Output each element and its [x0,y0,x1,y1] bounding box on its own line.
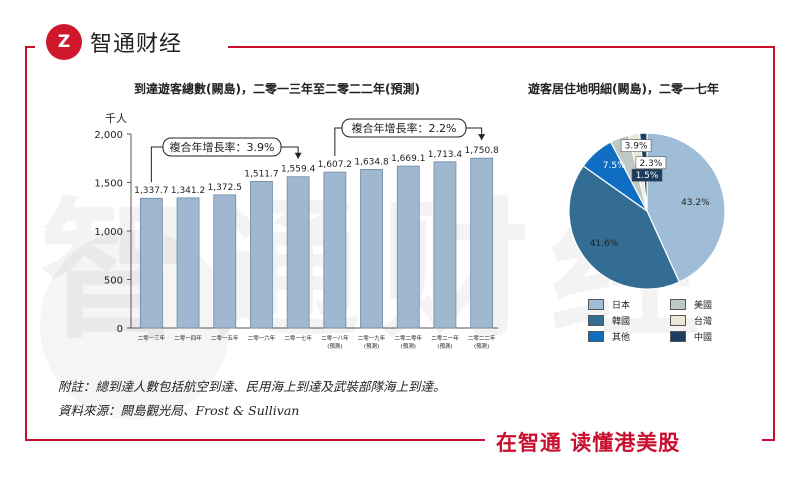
pie-slice-3 [582,141,648,212]
zhitong-logo-icon: Z [46,24,82,60]
x-tick-note: (預測) [364,342,379,350]
x-tick-label: 二零二二年 [468,334,496,342]
legend-label: 其他 [612,333,631,343]
legend-swatch [670,331,686,342]
pie-slice-label: 2.3% [639,159,662,169]
cagr-bracket-left [334,127,342,157]
x-tick-note: (預測) [327,342,342,350]
x-tick-label: 二零二零年 [394,334,422,342]
bar-chart-title: 到達遊客總數(闕島)，二零一三年至二零二二年(預測) [134,82,420,96]
pie-slice-4 [609,134,648,212]
pie-chart-title: 遊客居住地明細(闕島)，二零一七年 [528,82,719,96]
legend-swatch [670,299,686,310]
frame-top-border [25,46,35,48]
legend-label: 韓國 [612,317,631,327]
legend-item: 中國 [670,330,712,343]
pie-slice-label: 41.6% [590,239,619,249]
legend-item: 韓國 [588,314,630,327]
legend-item: 其他 [588,330,630,343]
cagr-label: 複合年增長率：3.9% [170,140,275,154]
bar-7 [360,169,383,329]
y-tick-label: 2,000 [94,130,123,141]
bar-value-label: 1,337.7 [134,186,168,196]
cagr-box [162,137,282,157]
x-tick-label: 二零一六年 [248,334,276,342]
pie-slice-label: 7.5% [603,161,626,171]
legend-label: 台灣 [694,317,713,327]
cagr-arrow-icon [294,152,302,159]
legend-swatch [588,299,604,310]
bar-value-label: 1,341.2 [171,186,205,196]
brand-logo: Z 智通财经 [40,24,189,60]
x-tick-label: 二零一八年 [321,334,349,342]
y-tick-label: 1,500 [94,179,123,190]
bar-5 [286,176,310,329]
pie-label-box [620,139,652,152]
y-axis-unit-label: 千人 [105,112,127,125]
cagr-label: 複合年增長率：2.2% [352,121,457,135]
frame-left-border [25,47,27,440]
cagr-arrow-icon [478,134,486,141]
x-tick-note: (預測) [401,342,416,350]
cagr-bracket-right [281,146,299,159]
bar-value-label: 1,713.4 [428,150,463,160]
cagr-bracket-right [466,127,483,141]
legend-label: 中國 [694,333,713,343]
footnote-note: 附註：總到達人數包括航空到達、民用海上到達及武裝部隊海上到達。 [58,379,446,394]
legend-swatch [670,315,686,326]
pie-label-box [631,168,663,182]
pie-slice-label: 43.2% [681,198,710,208]
bar-8 [396,165,420,329]
pie-slice-5 [627,132,648,212]
pie-slice-label: 1.5% [636,171,659,181]
legend-swatch [588,315,604,326]
legend-swatch [588,331,604,342]
bar-9 [433,161,457,329]
bar-4 [250,180,273,329]
x-tick-label: 二零二一年 [431,334,459,342]
legend-label: 日本 [612,301,631,311]
brand-slogan: 在智通 读懂港美股 [492,427,685,457]
cagr-box [341,118,467,138]
bar-value-label: 1,669.1 [391,154,425,164]
pie-slice-6 [639,132,648,212]
brand-name: 智通财经 [90,32,183,57]
legend-item: 日本 [588,298,630,311]
frame-top-border-right [228,46,775,48]
legend-label: 美國 [694,301,713,311]
pie-slice-2 [568,165,681,290]
bar-value-label: 1,511.7 [244,169,278,179]
legend-item: 台灣 [670,314,712,327]
bar-value-label: 1,372.5 [208,183,242,193]
frame-bottom-border-right [762,439,775,441]
x-tick-label: 二零一九年 [358,334,386,342]
bar-value-label: 1,559.4 [281,165,316,175]
frame-right-border [773,47,775,440]
bar-10 [470,157,494,329]
pie-slice-1 [646,132,726,283]
pie-slice-label: 3.9% [625,142,648,152]
bar-value-label: 1,607.2 [318,160,352,170]
pie-label-box [635,156,667,170]
legend-item: 美國 [670,298,712,311]
cagr-bracket-left [150,146,163,183]
x-tick-label: 二零一七年 [284,334,312,342]
bar-value-label: 1,750.8 [464,146,499,156]
x-tick-note: (預測) [437,342,452,350]
bar-6 [323,171,347,329]
x-tick-note: (預測) [474,342,489,350]
footnote-source: 資料來源：闕島觀光局、Frost & Sullivan [58,403,300,418]
frame-bottom-border [25,439,485,441]
bar-value-label: 1,634.8 [354,157,389,167]
